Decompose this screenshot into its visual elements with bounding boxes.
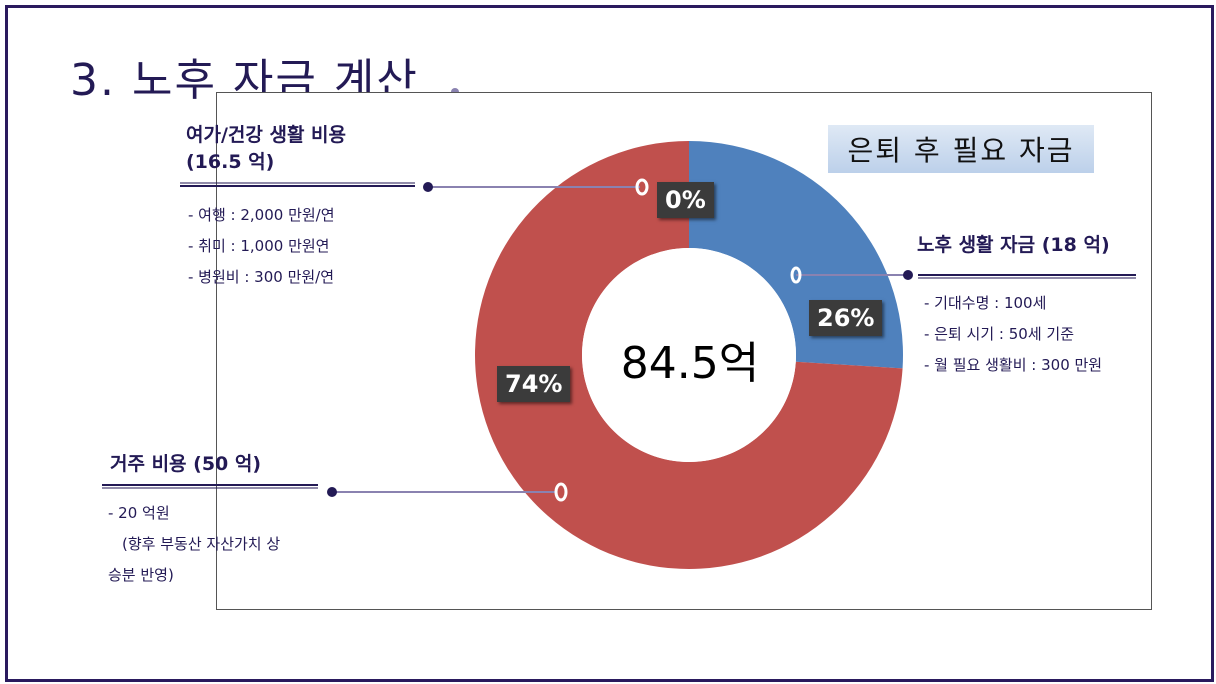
donut-slice-housing xyxy=(474,141,903,570)
leader-dot-living xyxy=(903,270,913,280)
leader-marker-housing xyxy=(554,482,568,502)
leisure-title-line2: (16.5 억) xyxy=(186,151,275,173)
leader-marker-living xyxy=(790,266,802,284)
chart-subtitle: 은퇴 후 필요 자금 xyxy=(828,125,1094,173)
donut-hole xyxy=(582,248,796,462)
leader-dot-housing xyxy=(327,487,337,497)
leader-dot-leisure xyxy=(423,182,433,192)
list-item: - 여행 : 2,000 만원/연 xyxy=(188,206,335,224)
living-title: 노후 생활 자금 (18 억) xyxy=(917,234,1110,256)
list-item: 승분 반영) xyxy=(108,566,174,584)
data-label-leisure: 0% xyxy=(657,182,714,218)
leisure-bullets: - 여행 : 2,000 만원/연 - 취미 : 1,000 만원연 - 병원비… xyxy=(188,200,335,293)
list-item: (향후 부동산 자산가치 상 xyxy=(122,535,281,553)
list-item: - 기대수명 : 100세 xyxy=(924,294,1047,312)
list-item: - 취미 : 1,000 만원연 xyxy=(188,237,330,255)
leisure-title: 여가/건강 생활 비용 (16.5 억) xyxy=(186,122,346,176)
list-item: - 20 억원 xyxy=(108,504,170,522)
housing-bullets: - 20 억원 (향후 부동산 자산가치 상 승분 반영) xyxy=(108,498,280,591)
data-label-housing: 74% xyxy=(497,366,571,402)
leisure-title-line1: 여가/건강 생활 비용 xyxy=(186,124,347,146)
living-bullets: - 기대수명 : 100세 - 은퇴 시기 : 50세 기준 - 월 필요 생활… xyxy=(924,288,1102,381)
list-item: - 월 필요 생활비 : 300 만원 xyxy=(924,356,1103,374)
data-label-living: 26% xyxy=(809,300,883,336)
housing-title: 거주 비용 (50 억) xyxy=(110,453,262,475)
list-item: - 은퇴 시기 : 50세 기준 xyxy=(924,325,1074,343)
leader-marker-leisure xyxy=(635,178,649,196)
list-item: - 병원비 : 300 만원/연 xyxy=(188,268,335,286)
donut-center-total: 84.5억 xyxy=(620,338,760,389)
